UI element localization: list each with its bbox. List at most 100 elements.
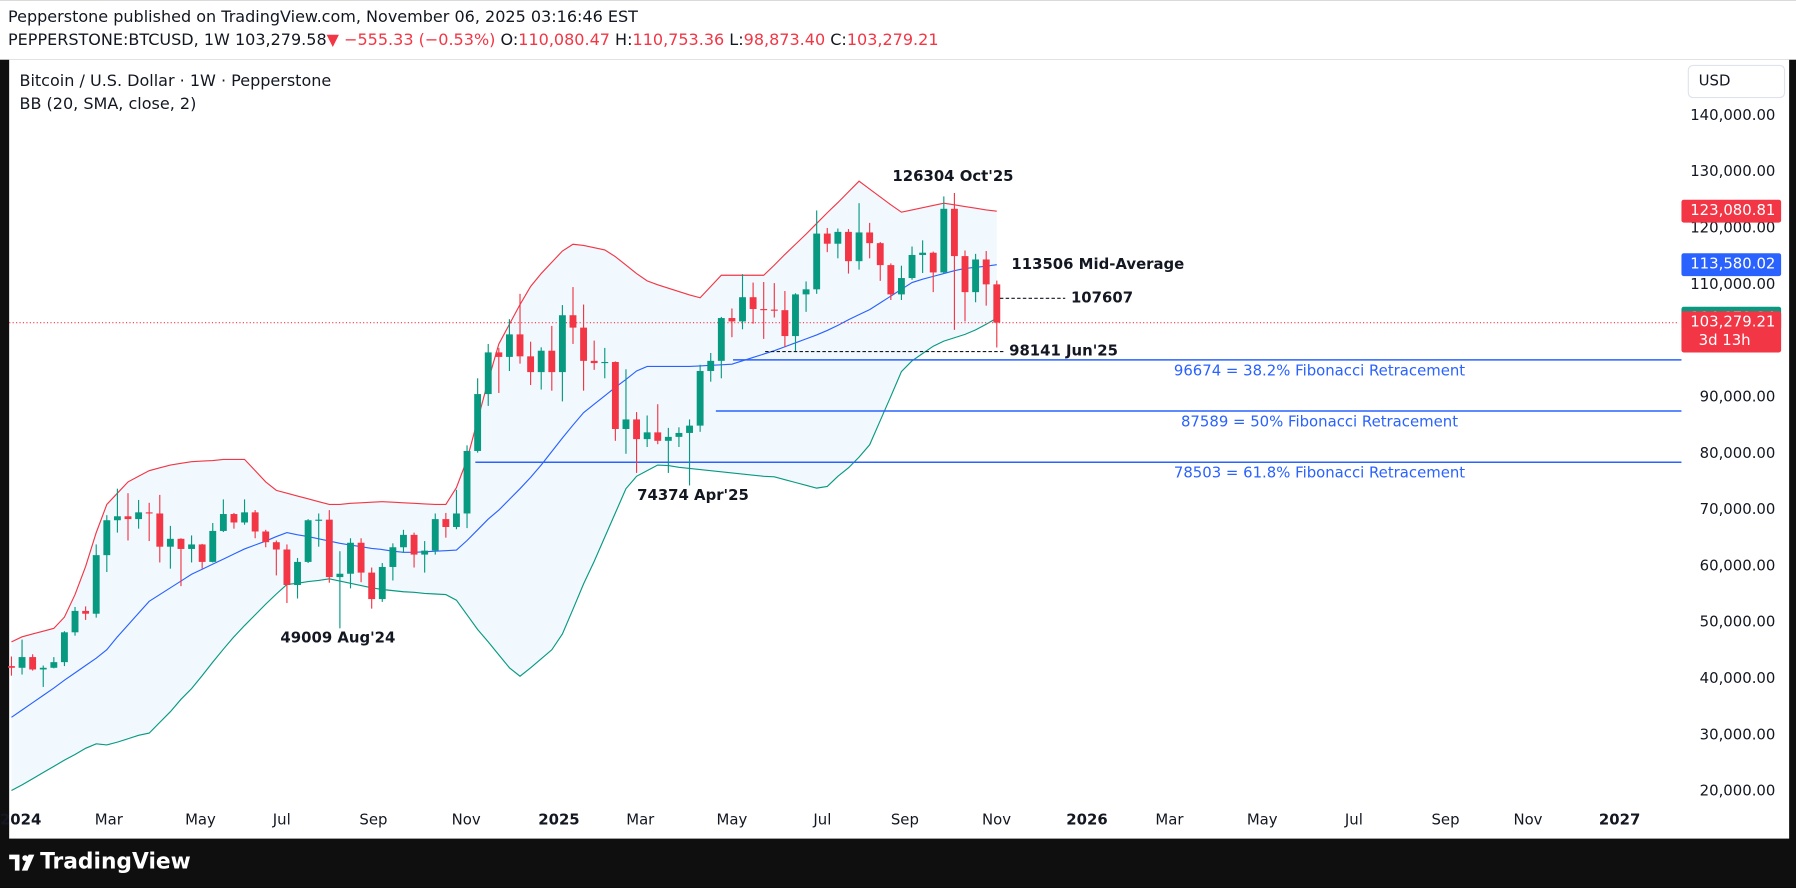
candle-body <box>696 370 704 426</box>
x-tick-label: May <box>717 810 748 828</box>
published-line: Pepperstone published on TradingView.com… <box>8 7 638 26</box>
annotation: 49009 Aug'24 <box>280 629 395 647</box>
y-tick-label: 20,000.00 <box>1700 782 1776 800</box>
band-line <box>11 180 997 643</box>
candle-body <box>272 542 280 550</box>
price-label: 103,279.21 <box>1690 313 1775 331</box>
price-label-box <box>1681 199 1782 223</box>
candle-body <box>675 432 683 437</box>
candle-body <box>781 310 789 337</box>
candle-body <box>516 334 524 357</box>
candle-body <box>495 352 503 357</box>
x-tick-label: Nov <box>1513 810 1542 828</box>
candle-body <box>103 520 111 556</box>
fib-label: 87589 = 50% Fibonacci Retracement <box>1181 412 1458 430</box>
x-tick-label: 2026 <box>1066 810 1107 828</box>
candle-body <box>50 662 58 668</box>
candle-body <box>29 657 37 670</box>
candle-body <box>961 256 969 293</box>
candle-body <box>219 514 227 531</box>
candle-body <box>410 534 418 555</box>
candle-body <box>898 278 905 295</box>
band-line <box>11 317 998 792</box>
candle-body <box>760 309 768 311</box>
candle-body <box>18 657 26 668</box>
level-label: 107607 <box>1071 288 1133 306</box>
currency-label[interactable]: USD <box>1699 71 1731 89</box>
ohlc-key: L: <box>729 30 743 49</box>
candle-body <box>929 252 937 273</box>
price-label-box <box>1681 311 1782 353</box>
x-tick-label: May <box>185 810 216 828</box>
candle-body <box>654 432 662 441</box>
x-tick-label: 2025 <box>538 810 579 828</box>
candle-body <box>739 297 746 322</box>
price-label: 113,580.02 <box>1690 255 1775 273</box>
y-tick-label: 70,000.00 <box>1700 500 1776 518</box>
candle-body <box>887 265 895 295</box>
candle-body <box>347 542 354 574</box>
candle-body <box>294 561 301 585</box>
candle-body <box>686 425 693 433</box>
candle-body <box>792 294 799 337</box>
candle-body <box>8 666 15 668</box>
fib-label: 96674 = 38.2% Fibonacci Retracement <box>1174 361 1465 379</box>
indicator-label: BB (20, SMA, close, 2) <box>19 94 196 113</box>
plot-area: 96674 = 38.2% Fibonacci Retracement 87589… <box>8 167 1682 792</box>
price-label: 123,080.81 <box>1690 201 1775 219</box>
x-tick-label: Sep <box>359 810 387 828</box>
candle-body <box>135 512 143 520</box>
ohlc-key: H: <box>615 30 632 49</box>
candle-body <box>717 318 725 361</box>
candle-body <box>707 360 715 371</box>
candle-body <box>548 350 556 373</box>
ohlc-key: C: <box>830 30 847 49</box>
candle-body <box>198 544 206 562</box>
candle-body <box>315 519 323 521</box>
candle-body <box>421 550 429 555</box>
chart-title: Bitcoin / U.S. Dollar · 1W · Pepperstone <box>19 71 331 90</box>
candle-body <box>251 512 259 532</box>
candle-body <box>188 544 196 549</box>
y-tick-label: 30,000.00 <box>1700 725 1776 743</box>
symbol-line: PEPPERSTONE:BTCUSD, 1W 103,279.58▼ −555.… <box>8 30 939 49</box>
candle-body <box>92 555 100 614</box>
currency-button[interactable] <box>1687 64 1786 99</box>
y-tick-label: 140,000.00 <box>1690 106 1775 124</box>
band-fill <box>11 181 997 791</box>
x-tick-label: Mar <box>626 810 655 828</box>
candle-body <box>209 530 217 562</box>
candle-body <box>664 436 672 441</box>
ohlc-value: 110,080.47 <box>518 30 610 49</box>
candle-body <box>749 297 757 310</box>
candle-body <box>124 516 132 520</box>
candle-body <box>537 350 545 373</box>
candle-body <box>643 432 651 440</box>
candle-body <box>590 360 598 364</box>
candle-body <box>113 516 121 521</box>
price-label-box <box>1681 253 1782 277</box>
candle-body <box>876 243 884 266</box>
x-tick-label: 2027 <box>1599 810 1640 828</box>
candle-body <box>357 542 365 573</box>
candle-body <box>950 208 958 257</box>
candle-body <box>166 538 174 547</box>
candle-body <box>71 610 79 633</box>
y-tick-label: 60,000.00 <box>1700 556 1776 574</box>
ohlc-value: 103,279.21 <box>847 30 939 49</box>
level-label: 98141 Jun'25 <box>1009 342 1118 360</box>
candle-body <box>177 538 185 549</box>
fib-label: 78503 = 61.8% Fibonacci Retracement <box>1174 464 1465 482</box>
countdown: 3d 13h <box>1699 331 1751 349</box>
candle-body <box>378 566 386 600</box>
candle-body <box>262 531 270 543</box>
candle-body <box>442 519 450 527</box>
candle-body <box>230 514 238 523</box>
candle-body <box>558 315 566 373</box>
annotation: 74374 Apr'25 <box>637 486 749 504</box>
candle-body <box>484 352 492 395</box>
candle-body <box>622 419 630 429</box>
x-tick-label: Mar <box>1155 810 1184 828</box>
candle-body <box>325 519 333 578</box>
y-tick-label: 90,000.00 <box>1700 387 1776 405</box>
